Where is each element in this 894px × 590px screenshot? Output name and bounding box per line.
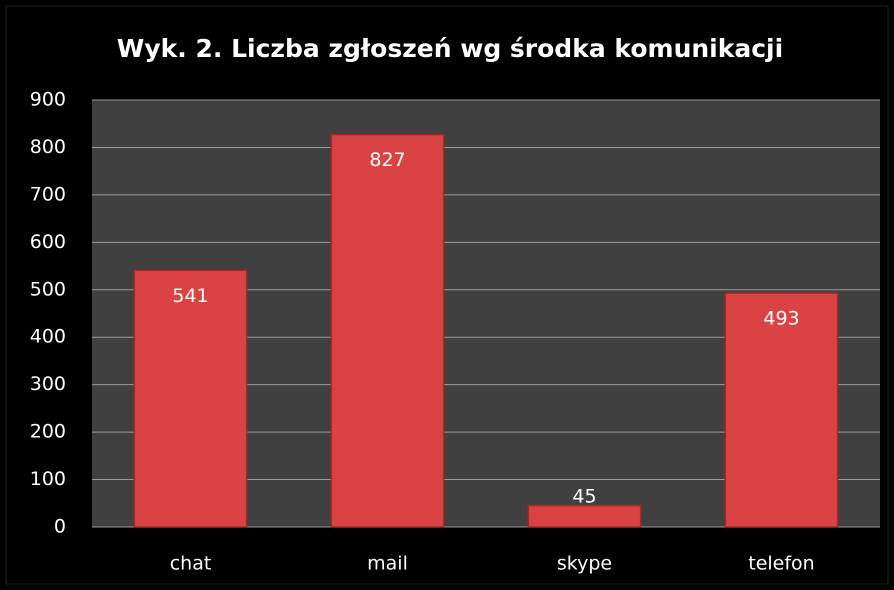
y-tick-label: 200 xyxy=(30,421,66,443)
y-tick-label: 0 xyxy=(54,516,66,538)
data-label: 45 xyxy=(572,486,596,508)
y-tick-label: 800 xyxy=(30,136,66,158)
bar xyxy=(527,504,642,528)
bar xyxy=(133,269,248,528)
chart-title: Wyk. 2. Liczba zgłoszeń wg środka komuni… xyxy=(117,34,783,63)
y-tick-label: 700 xyxy=(30,183,66,205)
x-tick-label: telefon xyxy=(748,553,814,575)
y-tick-label: 900 xyxy=(30,89,66,111)
bar xyxy=(724,292,839,528)
bar xyxy=(330,133,445,528)
data-label: 493 xyxy=(763,308,799,330)
y-tick-label: 400 xyxy=(30,326,66,348)
y-tick-label: 100 xyxy=(30,468,66,490)
frame xyxy=(5,5,889,585)
data-label: 541 xyxy=(172,285,208,307)
y-tick-label: 500 xyxy=(30,278,66,300)
y-tick-label: 300 xyxy=(30,373,66,395)
y-tick-label: 600 xyxy=(30,231,66,253)
x-tick-label: mail xyxy=(367,553,408,575)
x-tick-label: skype xyxy=(557,553,612,575)
x-tick-label: chat xyxy=(170,553,212,575)
data-label: 827 xyxy=(369,149,405,171)
